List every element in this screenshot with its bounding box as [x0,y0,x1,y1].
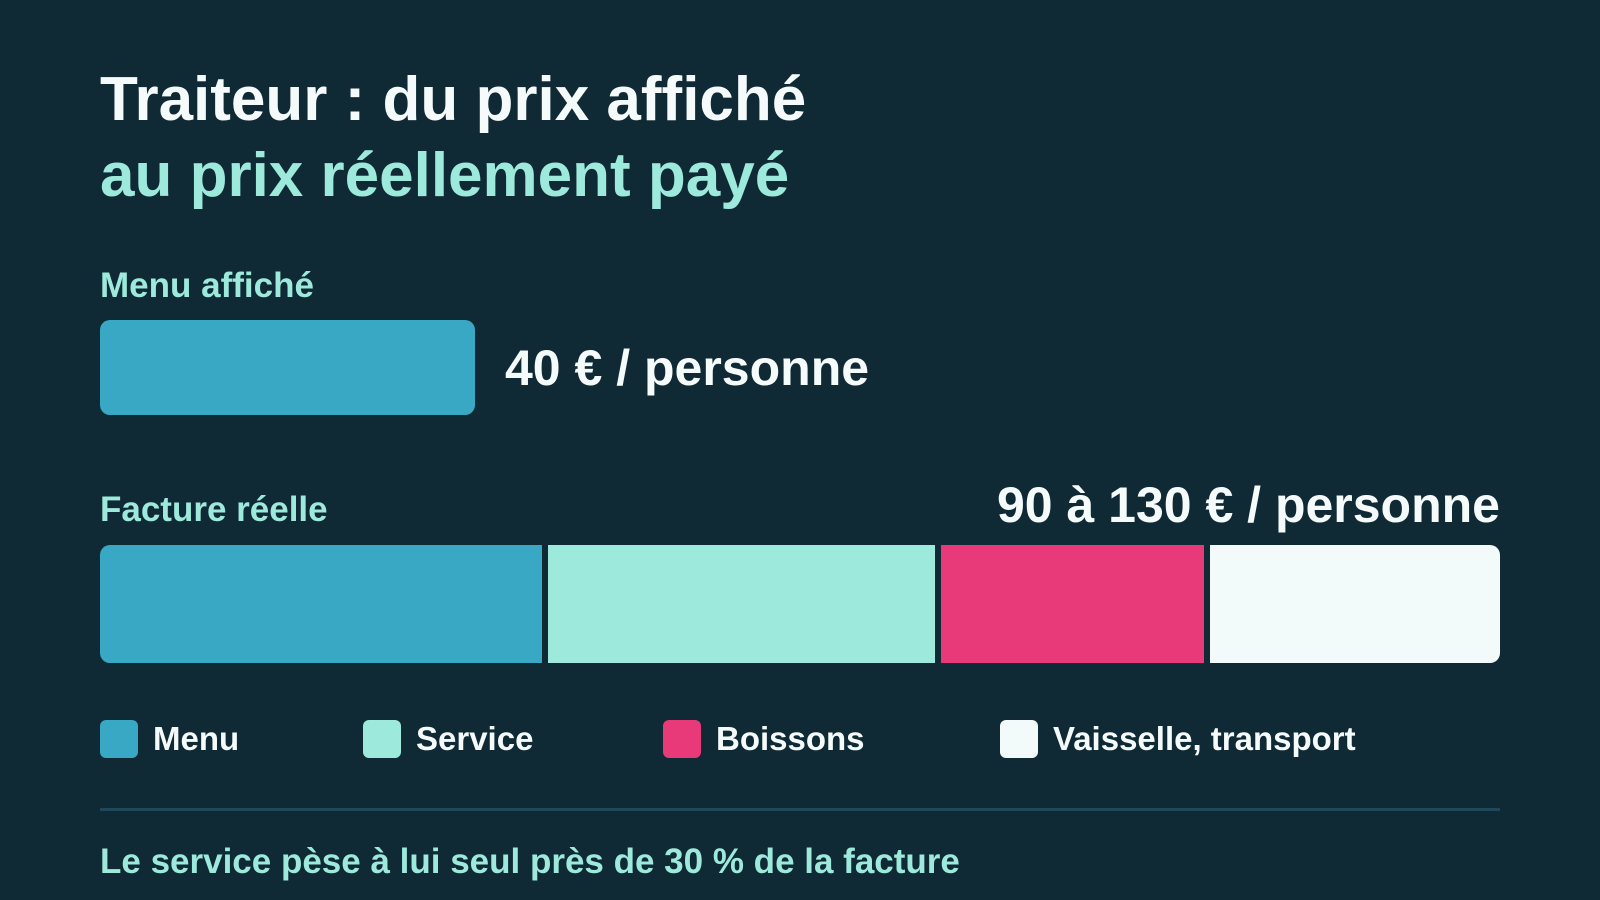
chart-title: Traiteur : du prix affiché [100,65,807,134]
legend-label: Menu [153,720,240,757]
legend-item: Boissons [663,720,865,758]
bar-segment-menu [100,545,542,663]
legend-swatch [363,720,401,758]
divider [100,808,1500,811]
displayed-menu-label: Menu affiché [100,266,314,305]
legend-item: Service [363,720,533,758]
actual-price-label: 90 à 130 € / personne [996,477,1500,533]
displayed-menu-bar [100,320,475,415]
actual-invoice-stacked-bar [100,545,1500,663]
bar-segment-boissons [941,545,1204,663]
actual-invoice-label: Facture réelle [100,490,328,529]
legend-label: Service [416,720,534,757]
legend-swatch [663,720,701,758]
footnote: Le service pèse à lui seul près de 30 % … [100,842,960,881]
legend-swatch [100,720,138,758]
legend-label: Boissons [716,720,865,757]
legend-swatch [1000,720,1038,758]
legend-label: Vaisselle, transport [1053,720,1356,757]
chart-subtitle: au prix réellement payé [100,141,790,210]
displayed-price-label: 40 € / personne [505,340,870,396]
legend-item: Menu [100,720,239,758]
bar-segment-vaisselle-transport [1210,545,1500,663]
bar-segment-service [548,545,935,663]
legend-item: Vaisselle, transport [1000,720,1356,758]
